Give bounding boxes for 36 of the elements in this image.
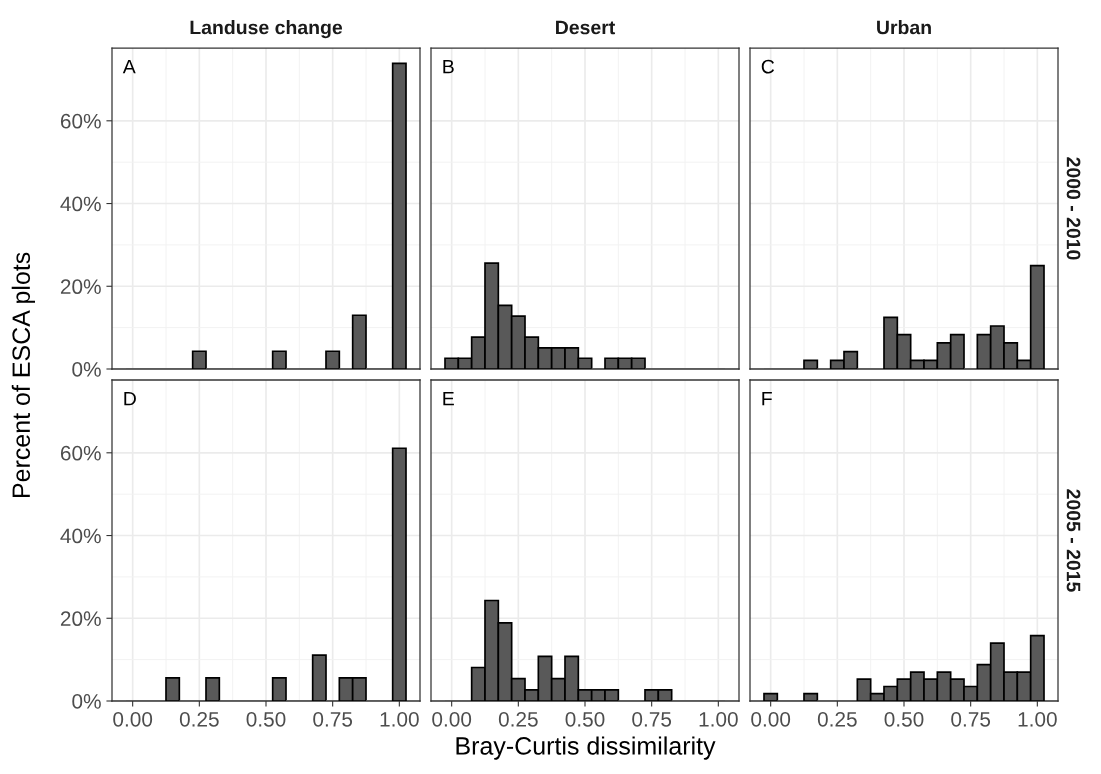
annotation: A — [122, 59, 136, 74]
y-tick-label: 40% — [60, 196, 101, 212]
annotation: C — [761, 59, 775, 74]
x-tick-label: 1.00 — [1018, 711, 1057, 727]
x-tick-label: 0.50 — [884, 711, 924, 727]
y-tick-label: 0% — [72, 694, 101, 709]
x-tick-label: 0.25 — [498, 711, 538, 727]
x-tick-label: 0.00 — [113, 711, 153, 727]
y-tick-label: 40% — [60, 528, 101, 544]
x-tick-label: 1.00 — [699, 711, 738, 727]
x-tick-label: 1.00 — [380, 711, 419, 727]
y-tick-label: 20% — [60, 279, 101, 295]
y-axis-title: Percent of ESCA plots — [11, 252, 35, 498]
annotation: F — [762, 391, 772, 406]
x-tick-label: 0.75 — [632, 711, 672, 727]
x-tick-label: 0.75 — [951, 711, 991, 727]
y-tick-label: 60% — [60, 113, 101, 129]
x-tick-label: 0.75 — [313, 711, 353, 727]
chart-title: Desert — [556, 20, 616, 35]
x-tick-label: 0.25 — [817, 711, 857, 727]
x-tick-label: 0.00 — [751, 711, 791, 727]
y-tick-label: 60% — [60, 445, 101, 461]
annotation: D — [124, 391, 136, 406]
y2-axis-title: 2000 - 2010 — [1066, 157, 1081, 260]
y2-axis-title: 2005 - 2015 — [1066, 489, 1081, 592]
x-tick-label: 0.50 — [565, 711, 605, 727]
annotation: B — [443, 59, 454, 74]
x-axis-title: Bray-Curtis dissimilarity — [456, 736, 716, 760]
x-tick-label: 0.50 — [246, 711, 286, 727]
y-tick-label: 0% — [72, 362, 101, 377]
annotation: E — [443, 391, 454, 406]
x-tick-label: 0.00 — [432, 711, 472, 727]
y-tick-label: 20% — [60, 611, 101, 627]
x-tick-label: 0.25 — [179, 711, 219, 727]
chart-title: Urban — [877, 20, 931, 35]
chart-title: Landuse change — [190, 20, 343, 39]
